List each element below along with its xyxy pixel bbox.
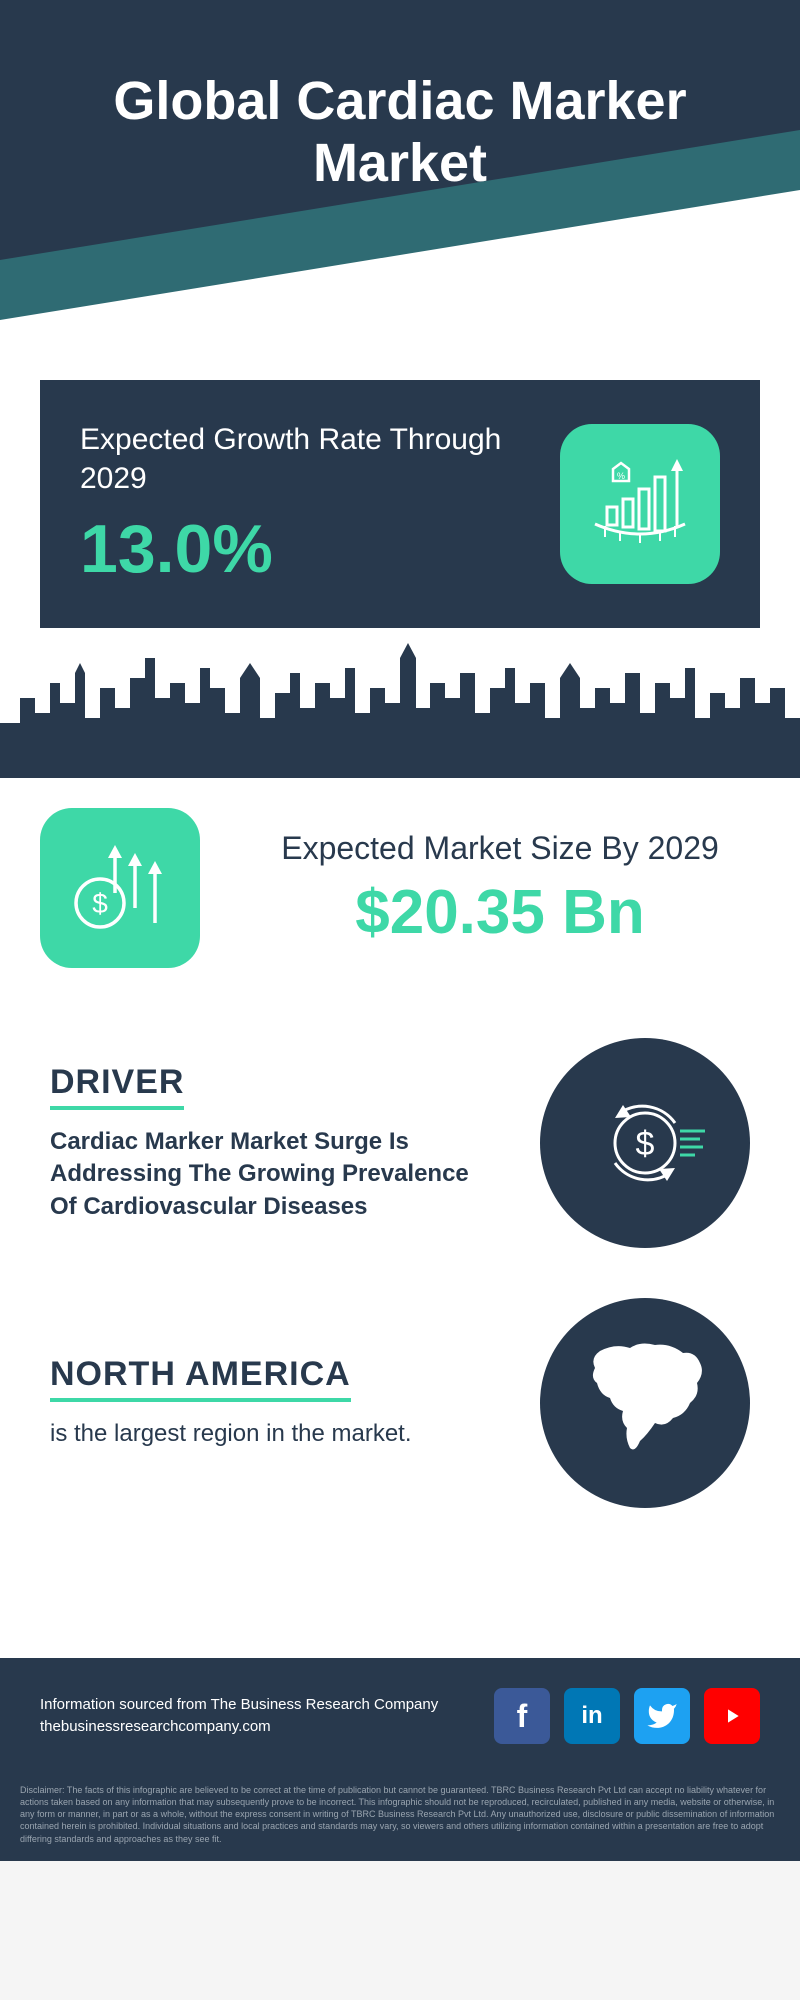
market-size-block: $ Expected Market Size By 2029 $20.35 Bn xyxy=(0,778,800,1018)
dollar-arrows-icon: $ xyxy=(40,808,200,968)
header: Global Cardiac Marker Market xyxy=(0,0,800,360)
growth-text: Expected Growth Rate Through 2029 13.0% xyxy=(80,420,560,588)
region-body: is the largest region in the market. xyxy=(50,1418,500,1450)
region-text: NORTH AMERICA is the largest region in t… xyxy=(50,1355,500,1450)
footer: Information sourced from The Business Re… xyxy=(0,1658,800,1774)
region-row: NORTH AMERICA is the largest region in t… xyxy=(0,1278,800,1538)
skyline-section xyxy=(0,628,800,778)
twitter-icon[interactable] xyxy=(634,1688,690,1744)
facebook-icon[interactable]: f xyxy=(494,1688,550,1744)
growth-rate-block: Expected Growth Rate Through 2029 13.0% … xyxy=(40,380,760,628)
north-america-map-icon xyxy=(540,1298,750,1508)
svg-text:%: % xyxy=(617,471,625,481)
svg-text:$: $ xyxy=(92,888,108,919)
driver-heading: DRIVER xyxy=(50,1063,184,1110)
disclaimer: Disclaimer: The facts of this infographi… xyxy=(0,1774,800,1861)
growth-value: 13.0% xyxy=(80,510,560,588)
footer-line1: Information sourced from The Business Re… xyxy=(40,1696,438,1713)
youtube-icon[interactable] xyxy=(704,1688,760,1744)
region-heading: NORTH AMERICA xyxy=(50,1355,351,1402)
driver-row: DRIVER Cardiac Marker Market Surge Is Ad… xyxy=(0,1018,800,1278)
title-line2: Market xyxy=(313,133,487,193)
growth-label: Expected Growth Rate Through 2029 xyxy=(80,420,560,498)
spacer xyxy=(0,1538,800,1658)
infographic-root: Global Cardiac Marker Market Expected Gr… xyxy=(0,0,800,1861)
dollar-circular-icon: $ xyxy=(540,1038,750,1248)
market-size-text: Expected Market Size By 2029 $20.35 Bn xyxy=(240,828,760,949)
growth-chart-icon: % xyxy=(560,424,720,584)
market-size-label: Expected Market Size By 2029 xyxy=(240,828,760,870)
driver-body: Cardiac Marker Market Surge Is Addressin… xyxy=(50,1126,500,1223)
footer-text: Information sourced from The Business Re… xyxy=(40,1694,438,1739)
title-line1: Global Cardiac Marker xyxy=(113,71,686,131)
skyline-silhouette-icon xyxy=(0,628,800,778)
footer-line2: thebusinessresearchcompany.com xyxy=(40,1718,271,1735)
social-icons: f in xyxy=(494,1688,760,1744)
svg-text:$: $ xyxy=(636,1125,655,1163)
linkedin-icon[interactable]: in xyxy=(564,1688,620,1744)
page-title: Global Cardiac Marker Market xyxy=(0,70,800,194)
market-size-value: $20.35 Bn xyxy=(240,877,760,948)
driver-text: DRIVER Cardiac Marker Market Surge Is Ad… xyxy=(50,1063,500,1223)
